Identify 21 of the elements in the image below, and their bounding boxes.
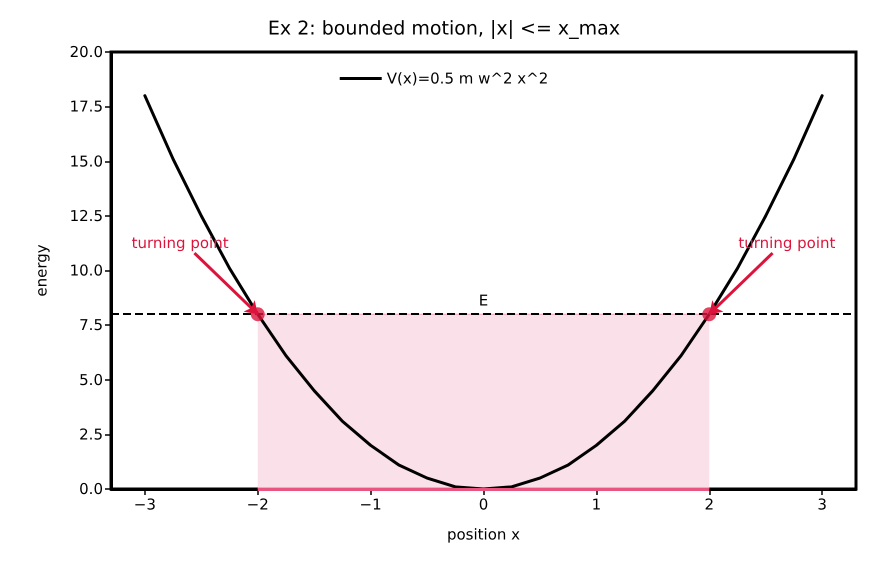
chart-title: Ex 2: bounded motion, |x| <= x_max	[268, 18, 620, 40]
legend-label: V(x)=0.5 m w^2 x^2	[386, 70, 548, 88]
y-tick-label: 15.0	[70, 152, 103, 170]
y-tick-label: 2.5	[79, 425, 103, 444]
x-tick-label: 0	[478, 496, 488, 514]
y-tick-label: 10.0	[70, 262, 103, 280]
y-tick-label: 5.0	[79, 370, 103, 389]
y-tick-label: 17.5	[70, 98, 103, 116]
x-tick-label: −1	[360, 496, 382, 514]
x-tick-label: −2	[246, 496, 269, 514]
x-tick-label: 2	[704, 496, 714, 514]
y-tick-label: 7.5	[79, 316, 103, 334]
x-axis-title: position x	[446, 526, 520, 544]
y-tick-label: 0.0	[79, 480, 103, 498]
y-tick-label: 20.0	[70, 43, 103, 61]
x-tick-label: 3	[817, 496, 827, 514]
y-axis-title: energy	[32, 244, 50, 297]
x-tick-label: −3	[134, 496, 156, 514]
ref-line-label: E	[478, 292, 488, 310]
x-tick-label: 1	[592, 496, 602, 514]
y-tick-label: 12.5	[70, 206, 103, 225]
